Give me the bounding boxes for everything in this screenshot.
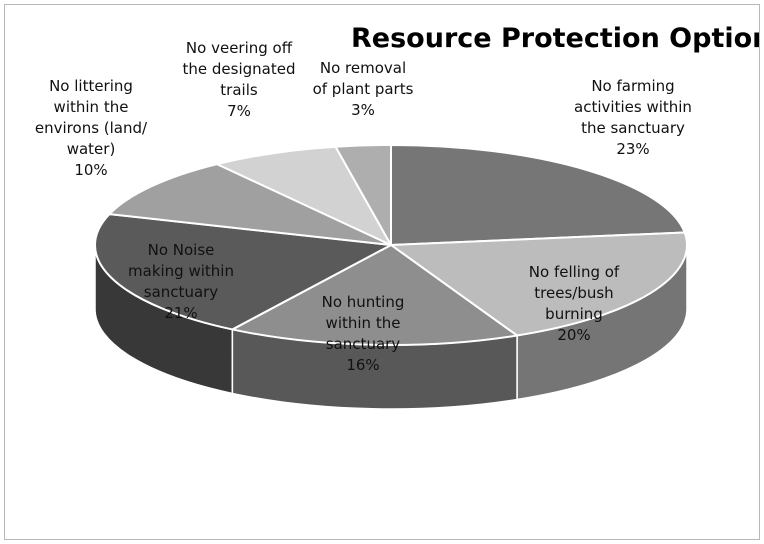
pie-tops xyxy=(94,144,688,346)
pie-slice-1 xyxy=(390,231,688,337)
slice-label-2: No hunting within the sanctuary 16% xyxy=(322,293,405,374)
pie-slice-0 xyxy=(390,144,686,246)
pie-labels: No farming activities within the sanctuary… xyxy=(35,39,692,374)
pie-slice-4 xyxy=(108,163,392,246)
slice-label-0: No farming activities within the sanctuary… xyxy=(574,77,692,158)
slice-label-4: No littering within the environs (land/wat… xyxy=(35,77,148,179)
slice-label-6: No removal of plant parts 3% xyxy=(313,59,414,119)
pie-slice-5 xyxy=(216,145,392,246)
chart-title: Resource Protection Options xyxy=(351,23,760,54)
slice-label-5: No veering off the designated trails 7% xyxy=(183,39,296,120)
slice-label-1: No felling of trees/bush burning 20% xyxy=(529,263,620,344)
pie-slice-6 xyxy=(334,144,392,246)
pie-slice-3 xyxy=(94,213,392,331)
chart-frame: Resource Protection Options No farming ac… xyxy=(4,4,760,540)
pie-slice-2 xyxy=(231,244,519,346)
slice-label-3: No Noise making within sanctuary 21% xyxy=(128,241,234,322)
pie-chart: Resource Protection Options No farming ac… xyxy=(35,23,760,410)
